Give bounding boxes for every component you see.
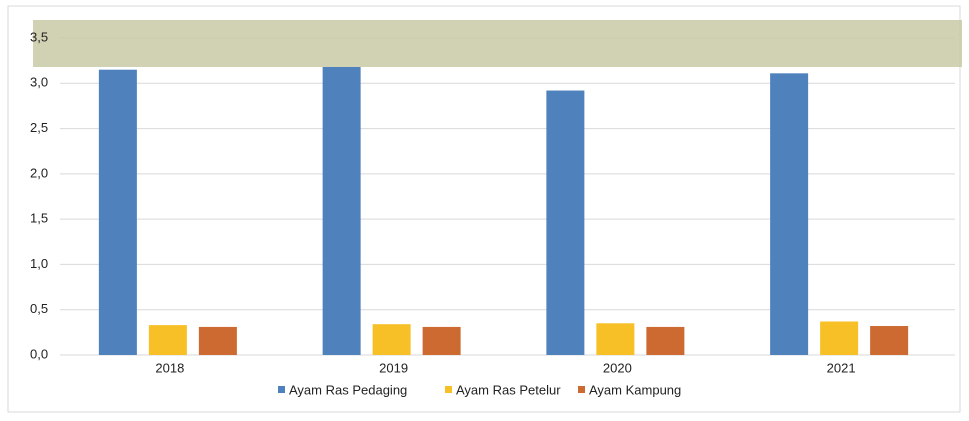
x-tick-label: 2018 — [155, 360, 184, 375]
bar — [199, 327, 237, 355]
bar — [373, 324, 411, 355]
y-tick-label: 0,5 — [30, 301, 48, 316]
grid-layer — [60, 38, 955, 355]
y-tick-label: 1,0 — [30, 256, 48, 271]
legend-swatch — [445, 386, 452, 393]
bar — [770, 73, 808, 355]
legend-label: Ayam Ras Pedaging — [289, 382, 407, 397]
legend-label: Ayam Kampung — [589, 382, 681, 397]
banner-overlay — [33, 20, 962, 67]
bar — [99, 70, 137, 355]
y-tick-label: 2,0 — [30, 165, 48, 180]
bar-layer — [99, 67, 908, 355]
bar — [149, 325, 187, 355]
bar — [820, 321, 858, 355]
y-tick-label: 3,0 — [30, 75, 48, 90]
y-tick-label: 0,0 — [30, 346, 48, 361]
legend-swatch — [278, 386, 285, 393]
legend-label: Ayam Ras Petelur — [456, 382, 561, 397]
y-tick-label: 2,5 — [30, 120, 48, 135]
bar — [323, 67, 361, 355]
x-tick-label: 2021 — [827, 360, 856, 375]
bar — [596, 323, 634, 355]
x-tick-label: 2020 — [603, 360, 632, 375]
legend-swatch — [578, 386, 585, 393]
bar — [546, 91, 584, 355]
bar — [423, 327, 461, 355]
chart: 0,0 0,5 1,0 1,5 2,0 2,5 3,0 3,5 2018 2019 2020 2021… — [0, 0, 969, 421]
bar — [870, 326, 908, 355]
x-tick-label: 2019 — [379, 360, 408, 375]
bar — [646, 327, 684, 355]
y-tick-label: 1,5 — [30, 211, 48, 226]
y-tick-label: 3,5 — [30, 29, 48, 44]
